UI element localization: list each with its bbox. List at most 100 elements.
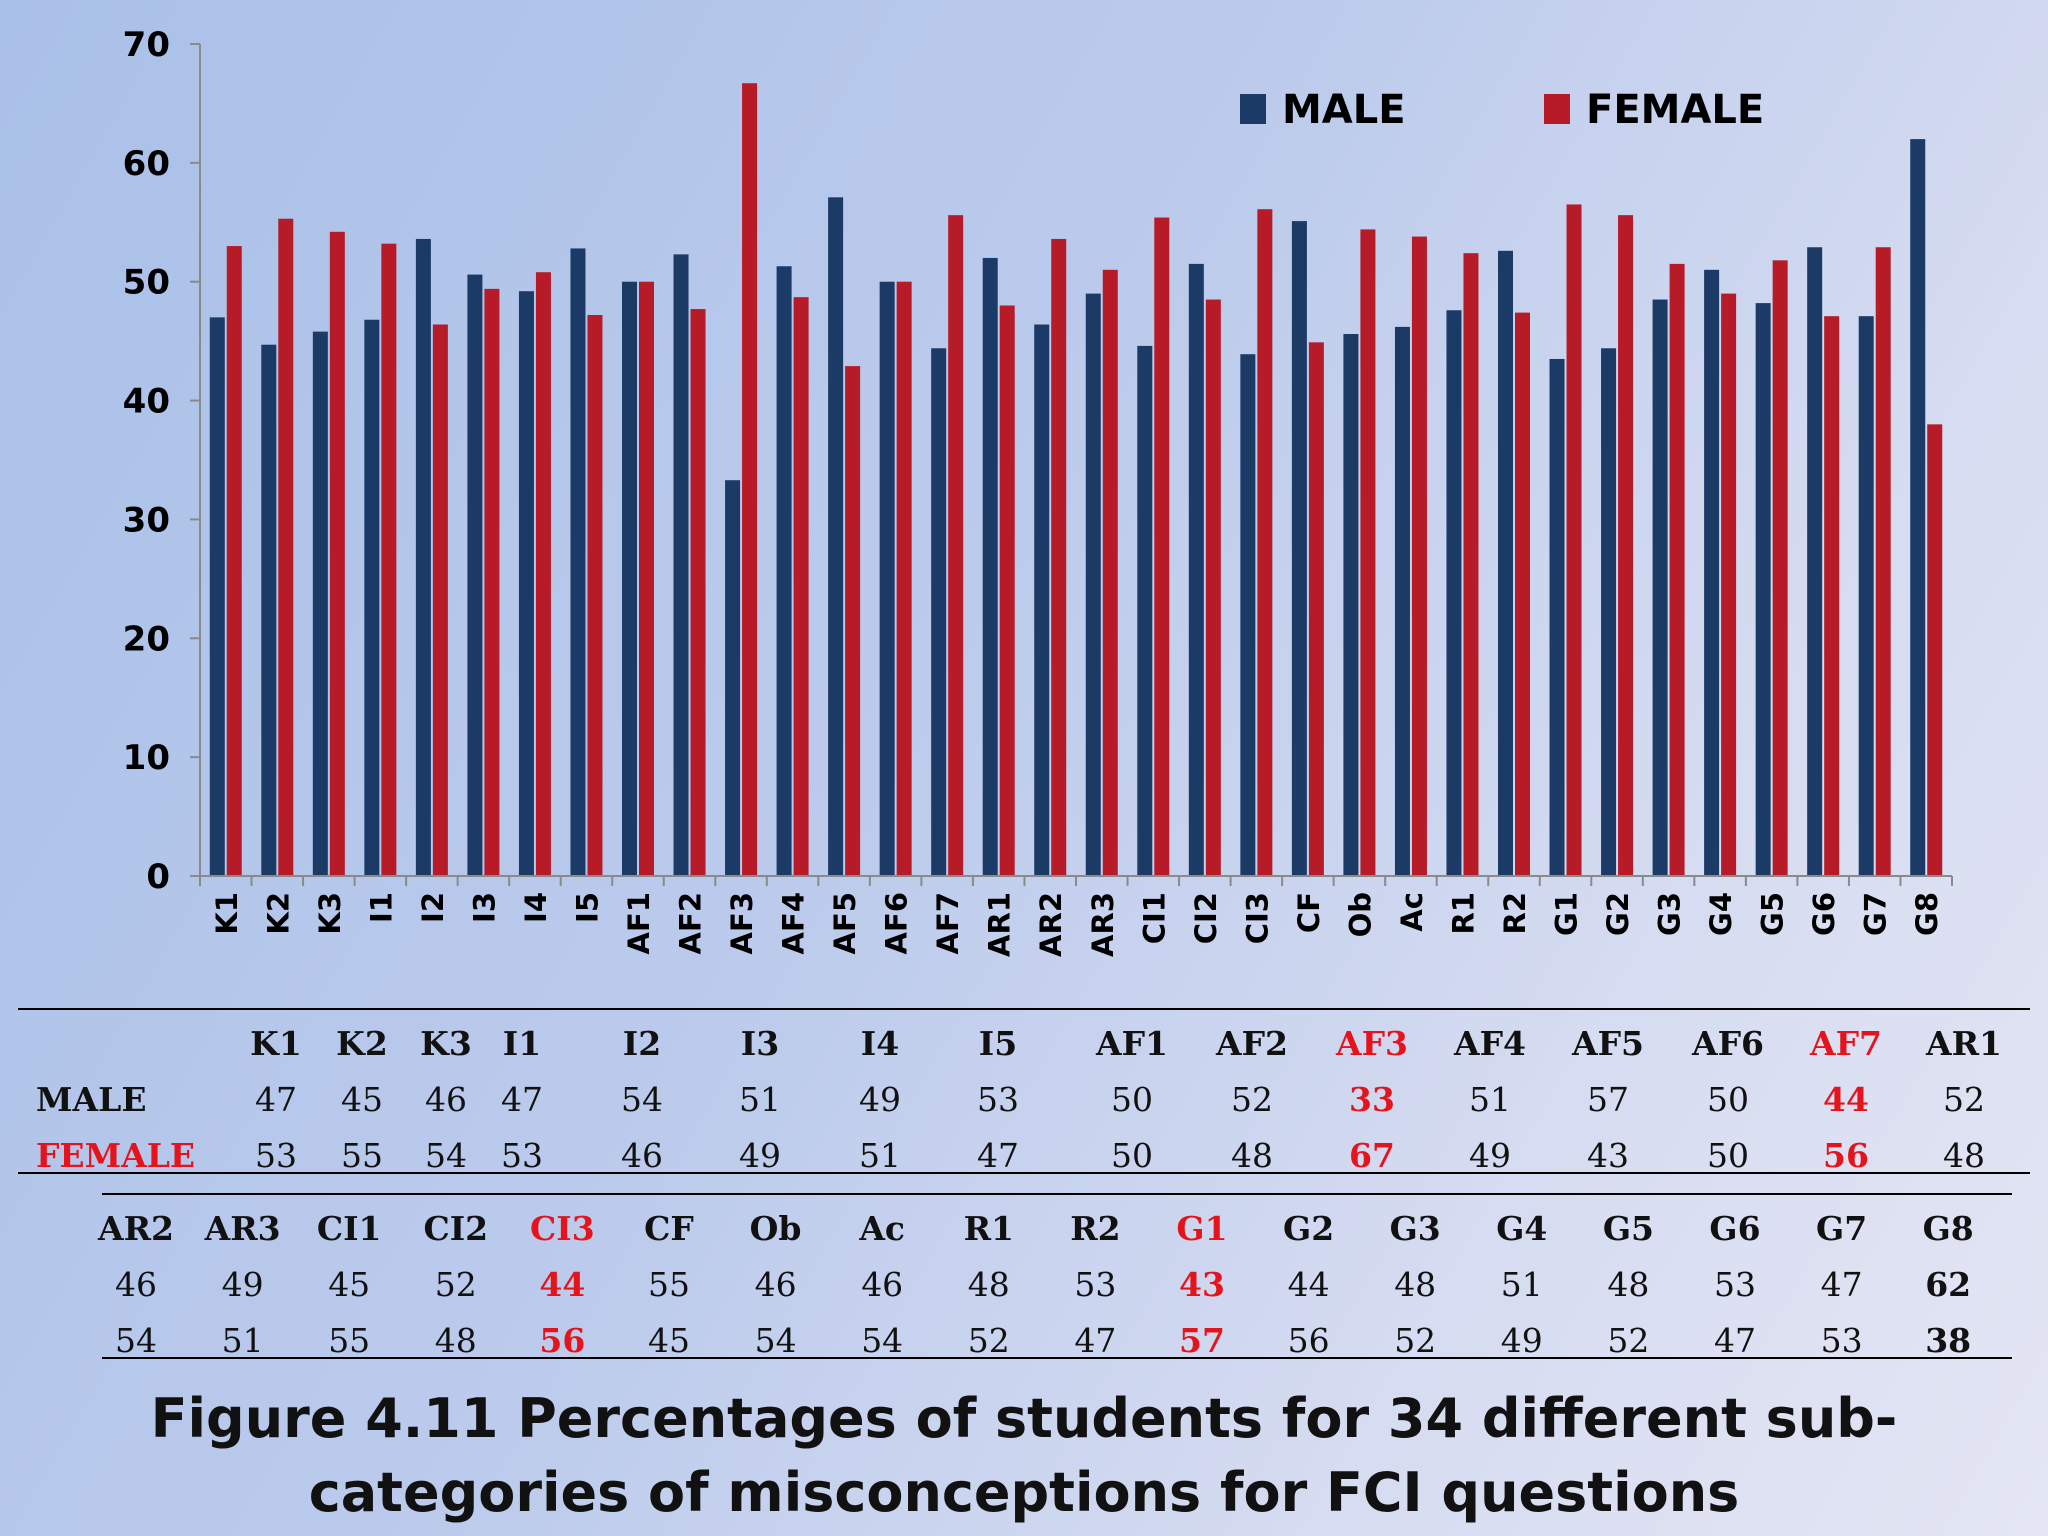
- bar-female-r1: [1463, 253, 1479, 876]
- x-tick-label-k3: K3: [313, 892, 347, 935]
- bar-male-af5: [828, 197, 844, 877]
- bar-female-ac: [1411, 236, 1427, 876]
- table-header-row: K1 K2 K3 I1 I2 I3 I4 I5 AF1 AF2 AF3 AF4 AF5 AF6 AF7 AR1: [18, 1016, 2030, 1072]
- bar-female-ci1: [1154, 217, 1170, 876]
- bar-male-af3: [725, 480, 741, 876]
- bar-male-i4: [518, 291, 534, 876]
- table-cell: 54: [621, 1080, 663, 1119]
- table-cell: 52: [1607, 1321, 1650, 1360]
- y-tick-label: 60: [123, 144, 170, 184]
- x-tick-label-i4: I4: [519, 892, 553, 923]
- table-cell: 44: [539, 1265, 586, 1304]
- table-cell: R2: [1070, 1209, 1121, 1248]
- table-cell: 45: [328, 1265, 371, 1304]
- row-label-female: FEMALE: [36, 1136, 196, 1175]
- x-tick-label-ci3: CI3: [1240, 892, 1274, 944]
- bar-male-ar3: [1085, 293, 1101, 877]
- table-cell: 47: [1820, 1265, 1863, 1304]
- bar-female-ob: [1360, 229, 1376, 877]
- bar-male-k3: [312, 331, 328, 876]
- table-cell: 51: [859, 1136, 901, 1175]
- bar-male-g8: [1910, 139, 1926, 877]
- table-rule-bottom: [18, 1172, 2030, 1174]
- table-cell: 50: [1111, 1080, 1153, 1119]
- table-header-row: AR2 AR3 CI1 CI2 CI3 CF Ob Ac R1 R2 G1 G2 G3 G4 G5 G6 G7 G…: [98, 1201, 2012, 1257]
- table-cell: 47: [255, 1080, 297, 1119]
- table-cell: 53: [255, 1136, 297, 1175]
- row-label-male: MALE: [36, 1080, 147, 1119]
- table-cell: 49: [221, 1265, 264, 1304]
- table-cell: AF5: [1572, 1024, 1644, 1063]
- table-cell: G8: [1922, 1209, 1974, 1248]
- bar-male-ar2: [1034, 324, 1050, 876]
- bar-female-cf: [1308, 342, 1324, 876]
- bar-male-g6: [1807, 247, 1823, 876]
- x-tick-label-cf: CF: [1292, 892, 1326, 933]
- table-cell: G5: [1602, 1209, 1654, 1248]
- table-cell: 33: [1349, 1080, 1395, 1119]
- bar-female-i4: [535, 272, 551, 877]
- legend: MALE FEMALE: [1240, 87, 1764, 133]
- bar-female-g6: [1824, 316, 1840, 876]
- y-tick-label: 20: [123, 619, 170, 659]
- bar-male-ar1: [982, 257, 998, 876]
- y-axis: 0 10 20 30 40 50 60 70: [123, 25, 201, 897]
- bar-male-g1: [1549, 358, 1565, 876]
- bar-female-g3: [1669, 263, 1685, 876]
- table-cell: 56: [1823, 1136, 1869, 1175]
- bar-male-ci2: [1188, 263, 1204, 876]
- bar-male-ci3: [1240, 354, 1256, 876]
- data-table-2: AR2 AR3 CI1 CI2 CI3 CF Ob Ac R1 R2 G1 G2 G3 G4 G5 G6 G7 G…: [98, 1193, 2012, 1360]
- bar-male-af1: [622, 281, 637, 876]
- table-cell: 47: [1714, 1321, 1756, 1360]
- caption-line-2: categories of misconceptions for FCI que…: [308, 1461, 1740, 1524]
- table-cell: 52: [1394, 1321, 1437, 1360]
- bar-female-r2: [1515, 312, 1530, 876]
- table-cell: 51: [221, 1321, 264, 1360]
- bar-female-i1: [381, 243, 397, 876]
- bar-male-af2: [673, 254, 689, 876]
- table-cell: AF2: [1216, 1024, 1288, 1063]
- table-cell: 53: [977, 1080, 1019, 1119]
- table-cell: 49: [1469, 1136, 1511, 1175]
- x-tick-label-af6: AF6: [880, 892, 914, 954]
- table-cell: 45: [341, 1080, 383, 1119]
- bar-female-ar3: [1102, 269, 1118, 876]
- bar-female-af2: [690, 309, 706, 877]
- table-cell: 52: [1231, 1080, 1273, 1119]
- table-cell: 49: [859, 1080, 901, 1119]
- table-cell: 53: [1074, 1265, 1117, 1304]
- bar-female-ci3: [1257, 209, 1273, 876]
- bar-male-ac: [1394, 326, 1410, 876]
- x-tick-label-g8: G8: [1910, 892, 1944, 936]
- table-cell: I2: [622, 1024, 662, 1063]
- bar-male-r2: [1498, 250, 1513, 877]
- x-tick-label-af2: AF2: [674, 892, 708, 954]
- table-rule-top: [102, 1193, 2012, 1195]
- bar-female-k2: [278, 218, 294, 877]
- bar-female-g1: [1566, 204, 1582, 876]
- table-cell: 56: [1287, 1321, 1330, 1360]
- table-cell: 53: [1820, 1321, 1863, 1360]
- y-tick-label: 50: [123, 263, 170, 303]
- table-cell: 55: [328, 1321, 371, 1360]
- bar-female-af3: [742, 83, 758, 877]
- table-cell: 55: [341, 1136, 383, 1175]
- table-cell: Ac: [859, 1209, 906, 1248]
- x-tick-label-i5: I5: [570, 892, 604, 923]
- table-cell: 46: [754, 1265, 797, 1304]
- bar-male-ci1: [1137, 345, 1153, 876]
- table-cell: 49: [1500, 1321, 1543, 1360]
- table-cell: 50: [1707, 1136, 1749, 1175]
- bar-male-af4: [776, 266, 792, 877]
- x-tick-label-af7: AF7: [931, 892, 965, 954]
- bar-male-af7: [931, 348, 947, 876]
- table-cell: 51: [739, 1080, 781, 1119]
- table-cell: 50: [1111, 1136, 1153, 1175]
- legend-swatch-male: [1240, 94, 1266, 124]
- bar-male-i5: [570, 248, 586, 877]
- table-cell: 38: [1925, 1321, 1972, 1360]
- table-cell: R1: [963, 1209, 1014, 1248]
- y-tick-label: 30: [123, 500, 170, 540]
- table-cell: AR1: [1926, 1024, 2002, 1063]
